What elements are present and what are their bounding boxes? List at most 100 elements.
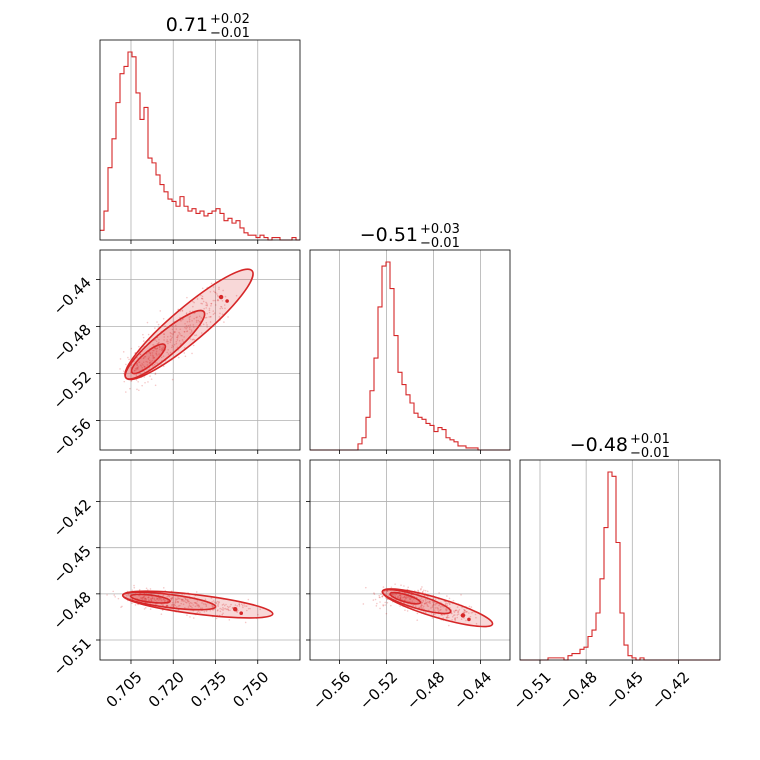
scatter-point	[160, 356, 163, 359]
scatter-point	[385, 612, 388, 615]
contour-island	[239, 611, 244, 616]
scatter-point	[161, 349, 163, 352]
scatter-point	[151, 359, 154, 362]
scatter-point	[463, 609, 466, 611]
scatter-point	[221, 313, 224, 316]
scatter-point	[244, 621, 247, 624]
scatter-point	[142, 357, 145, 360]
scatter-point	[432, 614, 435, 616]
scatter-point	[209, 321, 212, 323]
scatter-point	[171, 597, 173, 600]
scatter-point	[170, 332, 173, 335]
y-tick-label: −0.48	[50, 321, 95, 366]
scatter-point	[135, 368, 138, 371]
scatter-point	[172, 597, 174, 599]
scatter-point	[197, 319, 200, 322]
scatter-point	[135, 374, 138, 377]
scatter-point	[399, 597, 402, 600]
scatter-point	[143, 596, 145, 598]
scatter-point	[212, 310, 215, 312]
scatter-point	[426, 601, 429, 603]
scatter-point	[148, 359, 151, 362]
scatter-point	[424, 602, 426, 604]
scatter-point	[193, 317, 195, 320]
scatter-point	[161, 349, 163, 351]
scatter-point	[218, 316, 221, 318]
panel-frame	[99, 249, 301, 451]
scatter-point	[186, 598, 189, 601]
scatter-point	[451, 619, 453, 621]
scatter-point	[167, 353, 170, 355]
scatter-point	[185, 601, 188, 604]
scatter-point	[206, 302, 208, 305]
scatter-point	[240, 603, 243, 606]
scatter-point	[468, 605, 471, 608]
scatter-point	[206, 324, 208, 326]
scatter-point	[190, 331, 193, 333]
scatter-point	[147, 357, 150, 360]
scatter-point	[141, 597, 143, 600]
scatter-point	[195, 334, 198, 336]
scatter-point	[452, 614, 455, 617]
scatter-point	[201, 302, 204, 305]
scatter-point	[143, 357, 145, 359]
scatter-point	[160, 599, 163, 602]
scatter-point	[236, 605, 239, 607]
scatter-point	[147, 599, 150, 601]
scatter-point	[221, 307, 224, 310]
scatter-point	[212, 299, 215, 302]
scatter-point	[463, 611, 466, 614]
scatter-point	[186, 600, 189, 602]
scatter-point	[420, 604, 423, 607]
scatter-point	[162, 594, 165, 597]
scatter-point	[197, 604, 200, 607]
scatter-point	[158, 346, 161, 349]
scatter-point	[131, 589, 134, 592]
scatter-point	[209, 316, 212, 318]
scatter-point	[201, 297, 203, 300]
scatter-point	[162, 604, 164, 606]
scatter-point	[247, 607, 250, 610]
scatter-point	[223, 304, 226, 306]
scatter-point	[189, 605, 191, 608]
scatter-point	[183, 346, 186, 349]
scatter-point	[407, 586, 409, 589]
scatter-point	[228, 619, 231, 621]
scatter-point	[154, 373, 157, 376]
scatter-point	[441, 605, 444, 607]
scatter-point	[178, 597, 180, 600]
scatter-point	[130, 380, 133, 383]
scatter-point	[131, 602, 133, 605]
scatter-point	[375, 605, 378, 607]
scatter-point	[199, 320, 202, 323]
scatter-point	[457, 610, 459, 612]
scatter-point	[154, 599, 157, 602]
scatter-point	[425, 602, 428, 604]
scatter-point	[429, 602, 431, 604]
scatter-point	[173, 604, 175, 606]
scatter-point	[148, 599, 151, 602]
scatter-point	[143, 376, 146, 378]
scatter-point	[226, 605, 229, 608]
scatter-point	[188, 602, 191, 605]
scatter-point	[188, 317, 191, 319]
scatter-point	[205, 316, 208, 319]
scatter-point	[409, 597, 412, 600]
scatter-point	[407, 600, 409, 603]
scatter-point	[170, 339, 172, 342]
scatter-point	[119, 358, 122, 360]
scatter-point	[210, 302, 213, 305]
scatter-point	[374, 598, 377, 601]
scatter-point	[406, 595, 408, 598]
scatter-point	[145, 587, 148, 590]
scatter-point	[143, 599, 146, 601]
scatter-point	[191, 602, 193, 605]
scatter-point	[219, 312, 221, 315]
scatter-point	[163, 339, 165, 341]
scatter-point	[198, 321, 201, 323]
scatter-point	[136, 366, 139, 369]
scatter-point	[454, 614, 456, 616]
scatter-point	[457, 613, 460, 615]
scatter-point	[379, 596, 381, 599]
scatter-point	[422, 589, 425, 592]
